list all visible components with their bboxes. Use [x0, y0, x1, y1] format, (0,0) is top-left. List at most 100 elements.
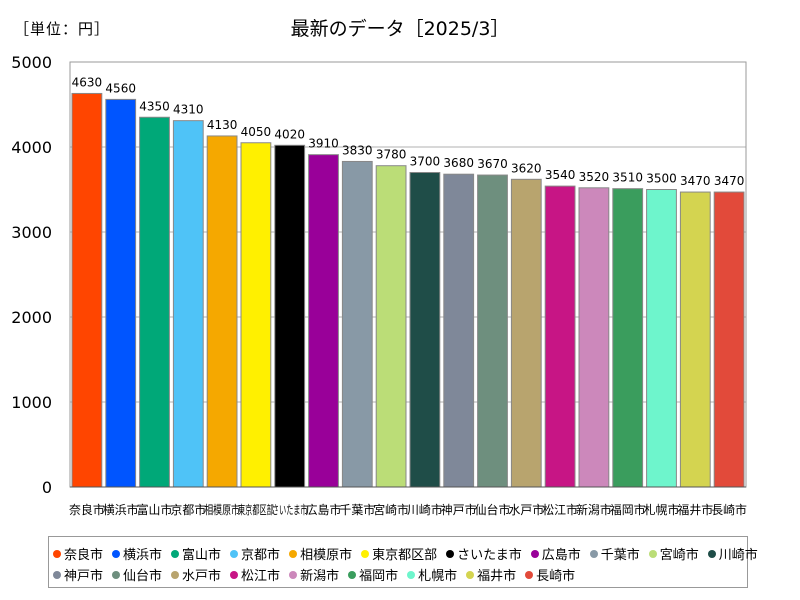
x-tick-label: 松江市 — [542, 502, 578, 517]
data-label: 3470 — [680, 174, 711, 188]
data-label: 4350 — [139, 99, 170, 113]
legend-marker-icon — [230, 570, 239, 579]
legend-marker-icon — [289, 549, 298, 558]
y-tick-label: 3000 — [11, 223, 52, 242]
legend-item: 長崎市 — [525, 565, 575, 584]
legend-marker-icon — [361, 549, 370, 558]
data-label: 3540 — [545, 168, 576, 182]
data-label: 3470 — [714, 174, 745, 188]
legend-row: 神戸市 仙台市 水戸市 松江市 新潟市 福岡市 札幌市 福井市 長崎市 — [53, 564, 743, 585]
bar-16 — [578, 187, 610, 488]
bar-11 — [409, 172, 441, 488]
legend-item: 福井市 — [466, 565, 516, 584]
legend-label: 仙台市 — [123, 569, 163, 584]
y-tick-label: 2000 — [11, 308, 52, 327]
data-label: 3500 — [646, 172, 677, 186]
bar-19 — [679, 191, 711, 488]
x-tick-label: 川崎市 — [407, 502, 443, 517]
bar-3 — [139, 116, 170, 488]
x-tick-label: 仙台市 — [475, 502, 511, 517]
legend-label: 松江市 — [241, 569, 281, 584]
x-tick-label: 東京都区部 — [238, 502, 274, 517]
bar-10 — [375, 165, 407, 488]
bar-18 — [646, 189, 677, 488]
data-label: 4130 — [207, 118, 238, 132]
plot-area — [70, 62, 746, 487]
legend-item: 川崎市 — [707, 544, 758, 563]
legend-label: 京都市 — [241, 548, 281, 563]
unit-label: ［単位：円］ — [14, 20, 111, 38]
legend-marker-icon — [112, 549, 121, 558]
legend-marker-icon — [53, 549, 61, 558]
legend-item: 神戸市 — [53, 565, 103, 584]
data-label: 3910 — [308, 137, 339, 151]
data-label: 4560 — [105, 81, 136, 95]
bar-chart: 0 1000 2000 3000 4000 5000 4630 奈良市 4560 横浜市 4350 富… — [11, 53, 747, 517]
x-tick-label: 福井市 — [677, 502, 713, 517]
legend-marker-icon — [589, 549, 598, 558]
bar-7 — [274, 144, 306, 488]
legend-label: 富山市 — [182, 548, 222, 563]
x-tick-label: 宮崎市 — [373, 502, 409, 517]
legend-label: 新潟市 — [300, 569, 340, 584]
bar-15 — [544, 185, 576, 488]
x-tick-label: 横浜市 — [103, 502, 139, 517]
chart-legend: 奈良市 横浜市 富山市 京都市 相模原市 東京都区部 さいたま市 広島市 千葉市 宮崎市 川崎市 神… — [48, 536, 758, 588]
legend-label: 札幌市 — [418, 569, 458, 584]
legend-label: 川崎市 — [718, 548, 758, 563]
legend-label: 水戸市 — [182, 569, 222, 584]
legend-label: 広島市 — [541, 548, 581, 563]
data-label: 3780 — [376, 148, 407, 162]
legend-item: 松江市 — [230, 565, 280, 584]
legend-label: 長崎市 — [536, 569, 576, 584]
legend-item: 千葉市 — [589, 544, 640, 563]
bar-2 — [105, 98, 137, 488]
bar-13 — [477, 174, 508, 488]
legend-label: 奈良市 — [64, 548, 104, 563]
legend-label: さいたま市 — [457, 548, 522, 563]
data-label: 3700 — [410, 155, 441, 169]
legend-item: 福岡市 — [348, 565, 398, 584]
legend-item: 東京都区部 — [361, 544, 437, 563]
y-tick-label: 1000 — [11, 393, 52, 412]
legend-marker-icon — [230, 549, 239, 558]
bar-5 — [206, 135, 238, 488]
y-tick-label: 5000 — [11, 53, 52, 72]
legend-item: 新潟市 — [289, 565, 339, 584]
legend-label: 横浜市 — [123, 548, 163, 563]
data-label: 3830 — [342, 143, 373, 157]
data-label: 3520 — [579, 170, 610, 184]
legend-marker-icon — [53, 570, 61, 579]
legend-row: 奈良市 横浜市 富山市 京都市 相模原市 東京都区部 さいたま市 広島市 千葉市 宮崎市 川崎市 — [53, 543, 758, 564]
x-tick-label: 福岡市 — [610, 502, 646, 517]
legend-label: 相模原市 — [300, 548, 353, 563]
legend-item: 相模原市 — [289, 544, 352, 563]
legend-label: 神戸市 — [64, 569, 104, 584]
legend-item: 広島市 — [530, 544, 581, 563]
x-tick-label: 相模原市 — [204, 502, 240, 517]
bar-4 — [172, 120, 204, 488]
bar-12 — [443, 173, 475, 488]
legend-item: 横浜市 — [112, 544, 162, 563]
legend-item: さいたま市 — [446, 544, 522, 563]
data-label: 4050 — [241, 125, 272, 139]
legend-marker-icon — [648, 549, 657, 558]
bar-8 — [308, 154, 339, 488]
legend-marker-icon — [171, 549, 180, 558]
legend-label: 東京都区部 — [372, 548, 438, 563]
legend-marker-icon — [348, 570, 357, 579]
legend-marker-icon — [407, 570, 416, 579]
x-tick-label: さいたま市 — [272, 502, 308, 517]
bar-1 — [71, 92, 103, 488]
data-label: 4630 — [72, 75, 103, 89]
legend-item: 札幌市 — [407, 565, 457, 584]
x-tick-label: 千葉市 — [339, 502, 375, 517]
x-tick-label: 奈良市 — [69, 502, 105, 517]
x-tick-label: 富山市 — [137, 502, 173, 517]
legend-marker-icon — [466, 570, 475, 579]
chart-title: 最新のデータ［2025/3］ — [290, 18, 510, 40]
data-label: 4020 — [274, 127, 305, 141]
legend-label: 千葉市 — [600, 548, 640, 563]
x-tick-label: 新潟市 — [576, 502, 612, 517]
bar-14 — [510, 178, 542, 488]
